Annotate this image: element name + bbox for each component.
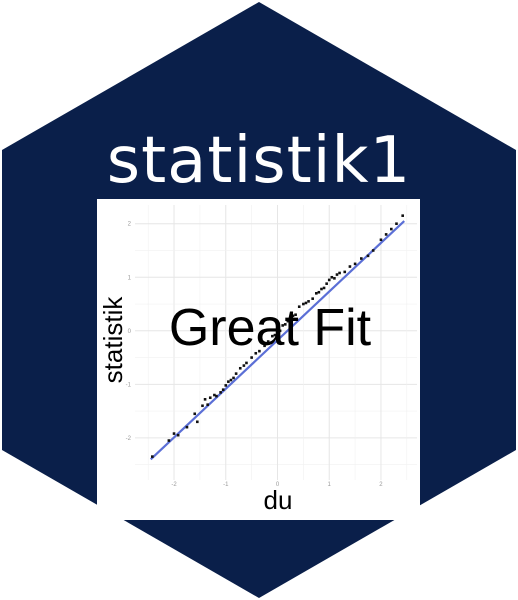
scatter-point (302, 302, 305, 306)
scatter-point (232, 376, 235, 380)
scatter-point (371, 249, 375, 252)
scatter-point (254, 351, 258, 355)
scatter-point (273, 333, 277, 337)
y-tick-label: -1 (126, 382, 132, 388)
scatter-point (215, 394, 218, 398)
scatter-point (297, 305, 301, 308)
scatter-point (390, 227, 393, 231)
scatter-point (379, 238, 383, 242)
scatter-point (238, 366, 242, 370)
scatter-point (320, 287, 323, 291)
scatter-point (185, 425, 189, 429)
x-axis-label: du (264, 485, 293, 515)
scatter-point (227, 380, 230, 383)
x-tick-label: 2 (379, 482, 383, 488)
scatter-point (343, 270, 347, 274)
scatter-point (213, 393, 216, 397)
scatter-point (276, 328, 279, 332)
scatter-point (283, 323, 287, 326)
scatter-point (193, 412, 197, 416)
scatter-point (151, 455, 154, 458)
scatter-point (353, 262, 357, 266)
scatter-point (291, 314, 295, 318)
scatter-point (333, 277, 336, 280)
scatter-point (176, 433, 180, 437)
x-tick-label: 0 (276, 482, 280, 488)
scatter-points (151, 214, 404, 458)
scatter-point (335, 273, 339, 276)
axis-ticks: -2 -1 0 1 2 -2 -1 0 1 2 (126, 222, 384, 488)
scatter-point (366, 254, 370, 258)
scatter-point (278, 329, 282, 333)
plot-gridlines (135, 205, 417, 480)
scatter-point (221, 388, 225, 391)
scatter-point (258, 349, 261, 353)
scatter-point (317, 290, 321, 294)
scatter-point (294, 313, 297, 317)
scatter-point (242, 364, 246, 367)
scatter-point (234, 372, 238, 375)
x-tick-label: -1 (223, 482, 229, 488)
scatter-point (263, 344, 266, 348)
scatter-point (206, 403, 209, 406)
scatter-point (224, 384, 228, 387)
scatter-point (304, 301, 308, 305)
scatter-point (167, 439, 171, 442)
scatter-point (208, 396, 212, 400)
scatter-point (395, 222, 398, 226)
scatter-point (322, 286, 326, 290)
scatter-point (203, 398, 207, 401)
scatter-point (401, 214, 404, 217)
y-tick-label: 1 (128, 275, 132, 281)
y-tick-label: 0 (128, 329, 132, 335)
scatter-point (338, 271, 341, 275)
scatter-point (266, 340, 270, 343)
y-tick-label: -2 (126, 436, 132, 442)
scatter-point (281, 324, 284, 327)
scatter-point (245, 361, 248, 365)
scatter-point (330, 275, 334, 279)
scatter-point (229, 378, 233, 382)
scatter-point (311, 297, 314, 300)
scatter-point (348, 265, 352, 268)
sticker-title: statistik1 (107, 124, 412, 198)
x-tick-label: -2 (171, 482, 177, 488)
scatter-point (360, 257, 363, 260)
scatter-point (271, 334, 274, 338)
scatter-point (219, 391, 222, 394)
scatter-point (201, 404, 204, 408)
x-tick-label: 1 (328, 482, 332, 488)
scatter-point (172, 432, 176, 435)
scatter-point (384, 233, 388, 236)
scatter-point (325, 282, 328, 285)
scatter-point (289, 318, 292, 322)
scatter-point (314, 292, 318, 295)
y-tick-label: 2 (128, 222, 132, 228)
scatter-point (196, 420, 199, 424)
scatter-point (307, 300, 310, 303)
scatter-point (327, 278, 331, 282)
overlay-label: Great Fit (169, 299, 372, 357)
scatter-point (286, 319, 290, 323)
fit-line (150, 220, 405, 461)
scatter-point (250, 356, 253, 359)
y-axis-label: statistik (98, 296, 128, 384)
